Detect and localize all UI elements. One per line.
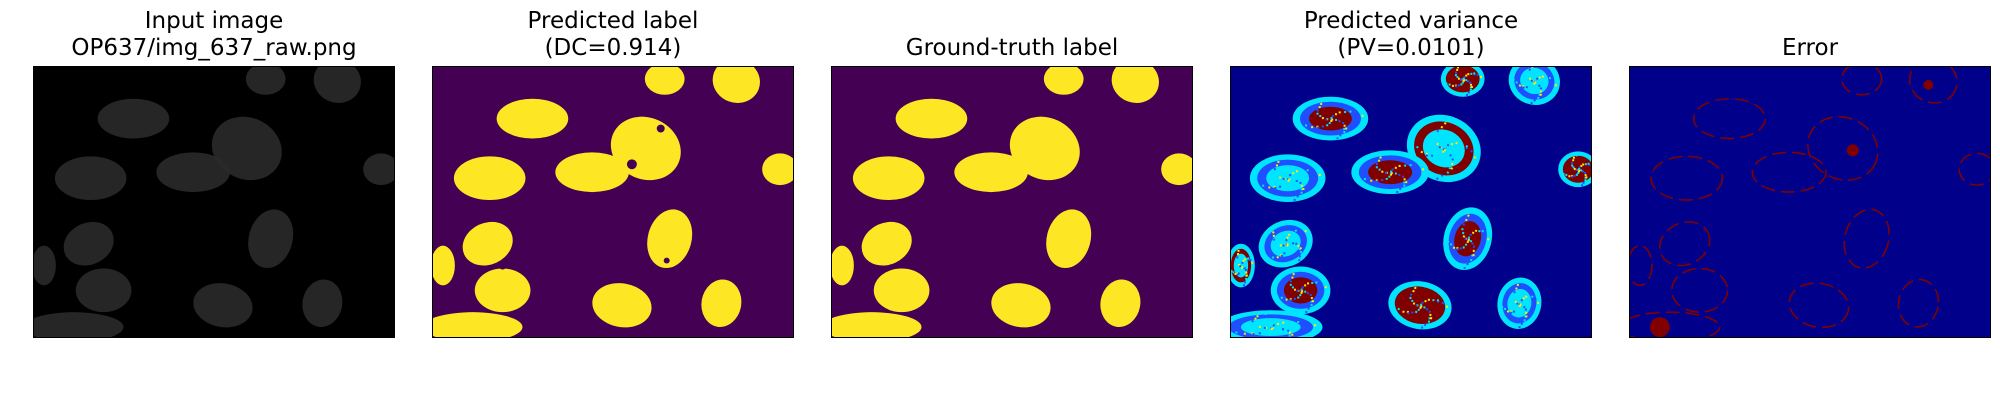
input-image [33, 66, 395, 338]
panel-error: Error [1629, 0, 1991, 400]
panel-input-image: Input image OP637/img_637_raw.png [33, 0, 395, 400]
nucleus [555, 152, 629, 192]
title-line-2: (DC=0.914) [545, 35, 682, 62]
variance-blob [1271, 267, 1331, 315]
nucleus [98, 99, 170, 139]
title-line-2: Ground-truth label [906, 35, 1118, 62]
panel-ground-truth-label: Ground-truth label [831, 0, 1193, 400]
nucleus [853, 156, 925, 200]
title-line-2: (PV=0.0101) [1337, 35, 1484, 62]
title-line-2: OP637/img_637_raw.png [71, 35, 356, 62]
nucleus [874, 269, 930, 313]
panel-predicted-variance: Predicted variance (PV=0.0101) [1230, 0, 1592, 400]
variance-blob [1351, 150, 1429, 194]
nucleus [497, 99, 569, 139]
variance-blob [1293, 97, 1369, 141]
ground-truth-label-image [831, 66, 1193, 338]
panel-predicted-label: Predicted label (DC=0.914) [432, 0, 794, 400]
title-line-1: Predicted label [528, 8, 699, 35]
nucleus [475, 269, 531, 313]
error-image [1629, 66, 1991, 338]
predicted-variance-image [1230, 66, 1592, 338]
nucleus [156, 152, 230, 192]
panel-title: Error [1629, 6, 1991, 62]
nucleus [454, 156, 526, 200]
panel-title: Predicted variance (PV=0.0101) [1230, 6, 1592, 62]
nucleus [55, 156, 127, 200]
nucleus [954, 152, 1028, 192]
nucleus [76, 269, 132, 313]
nucleus [896, 99, 968, 139]
title-line-1: Predicted variance [1304, 8, 1518, 35]
panel-title: Ground-truth label [831, 6, 1193, 62]
title-line-2: Error [1782, 35, 1838, 62]
predicted-label-image [432, 66, 794, 338]
panel-title: Input image OP637/img_637_raw.png [33, 6, 395, 62]
panel-title: Predicted label (DC=0.914) [432, 6, 794, 62]
variance-blob [1250, 154, 1326, 202]
title-line-1: Input image [145, 8, 284, 35]
